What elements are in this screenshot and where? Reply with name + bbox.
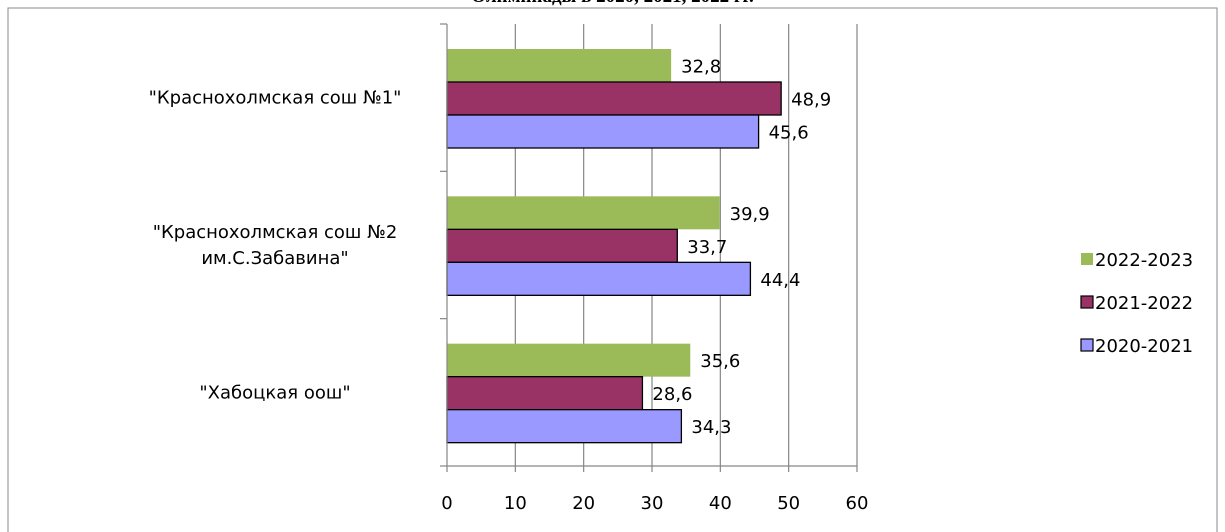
- x-tick-label: 10: [504, 493, 527, 514]
- x-tick-label: 60: [846, 493, 869, 514]
- category-label: "Краснохолмская сош №1": [149, 88, 402, 109]
- data-label: 39,9: [730, 204, 770, 225]
- x-tick-label: 0: [441, 493, 452, 514]
- legend-swatch: [1080, 295, 1094, 309]
- bar-2022-2023: [447, 196, 720, 230]
- data-label: 33,7: [687, 237, 727, 258]
- chart-frame: [7, 7, 1218, 532]
- legend-label: 2022-2023: [1095, 250, 1193, 271]
- bar-2020-2021: [446, 261, 752, 296]
- data-label: 28,6: [652, 384, 692, 405]
- legend-swatch: [1080, 338, 1094, 352]
- category-label: "Краснохолмская сош №2 им.С.Забавина": [153, 222, 398, 269]
- data-label: 32,8: [681, 57, 721, 78]
- bar-2021-2022: [446, 376, 644, 411]
- bar-2021-2022: [446, 81, 782, 116]
- legend-label: 2021-2022: [1095, 293, 1193, 314]
- data-label: 44,4: [760, 270, 800, 291]
- bar-2022-2023: [447, 343, 691, 377]
- legend-label: 2020-2021: [1095, 336, 1193, 357]
- x-tick-label: 20: [572, 493, 595, 514]
- data-label: 45,6: [769, 123, 809, 144]
- bar-2020-2021: [446, 114, 760, 149]
- bar-2020-2021: [446, 409, 683, 444]
- bar-2022-2023: [447, 49, 672, 82]
- data-label: 48,9: [791, 90, 831, 111]
- category-label: "Хабоцкая оош": [199, 382, 350, 403]
- legend-swatch: [1081, 253, 1093, 265]
- data-label: 34,3: [691, 417, 731, 438]
- x-tick-label: 40: [709, 493, 732, 514]
- bar-2021-2022: [446, 228, 678, 263]
- x-tick-label: 30: [641, 493, 664, 514]
- x-tick-label: 50: [777, 493, 800, 514]
- chart-title: Олимпиады в 2020, 2021, 2022 гг.: [0, 0, 1225, 8]
- data-label: 35,6: [700, 351, 740, 372]
